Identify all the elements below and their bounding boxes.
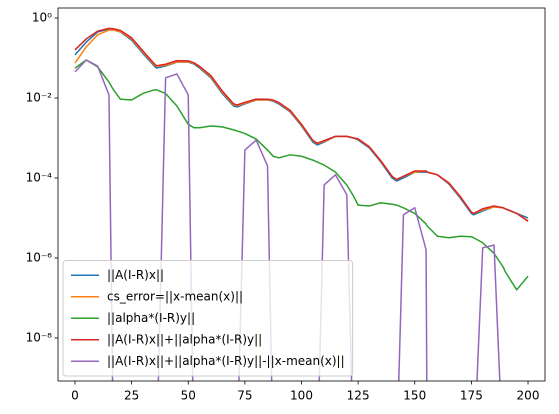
series-line (74, 59, 529, 291)
legend-label: ||A(I-R)x||+||alpha*(I-R)y|| (107, 332, 262, 346)
legend-label: ||A(I-R)x|| (107, 268, 164, 282)
y-tick-label: 10⁻⁶ (26, 250, 53, 264)
x-tick-label: 150 (403, 389, 426, 403)
y-tick-label: 10⁰ (32, 11, 52, 25)
series-line (74, 59, 501, 381)
legend-label: ||A(I-R)x||+||alpha*(I-R)y||-||x-mean(x)… (107, 354, 345, 368)
legend-label: ||alpha*(I-R)y|| (107, 311, 195, 325)
x-tick-label: 100 (290, 389, 313, 403)
y-tick-label: 10⁻⁴ (26, 170, 53, 184)
x-tick-label: 50 (181, 389, 196, 403)
x-tick-label: 0 (71, 389, 79, 403)
x-tick-label: 125 (347, 389, 370, 403)
y-tick-label: 10⁻⁸ (26, 330, 53, 344)
plot-area (74, 27, 529, 381)
y-tick-label: 10⁻² (26, 91, 53, 105)
x-tick-label: 175 (460, 389, 483, 403)
x-tick-label: 200 (517, 389, 540, 403)
x-tick-label: 75 (237, 389, 252, 403)
legend-box (62, 260, 354, 377)
x-tick-label: 25 (124, 389, 139, 403)
series-line (74, 27, 529, 222)
legend-label: cs_error=||x-mean(x)|| (107, 289, 243, 303)
